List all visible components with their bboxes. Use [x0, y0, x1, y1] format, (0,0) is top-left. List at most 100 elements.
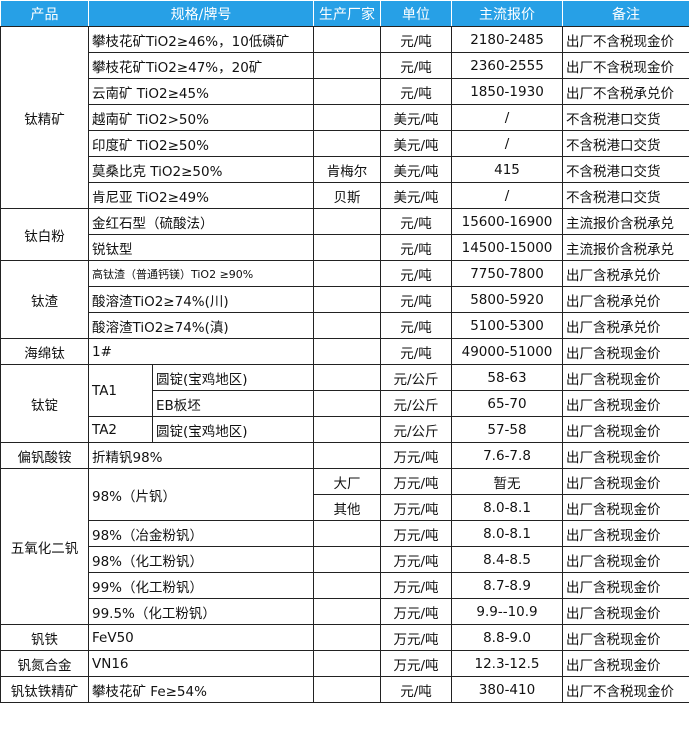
unit-cell: 元/公斤 [380, 390, 452, 417]
product-cell: 钒钛铁精矿 [0, 676, 89, 703]
header-row: 产品 规格/牌号 生产厂家 单位 主流报价 备注 [0, 0, 689, 27]
table-row: 其他 万元/吨 8.0-8.1 出厂含税现金价 [1, 494, 689, 521]
price-cell: 9.9--10.9 [451, 598, 563, 625]
table-row: 云南矿 TiO2≥45% 元/吨 1850-1930 出厂不含税承兑价 [1, 78, 689, 105]
maker-cell [313, 416, 381, 443]
note-cell: 不含税港口交货 [562, 156, 689, 183]
sub-spec-cell: EB板坯 [152, 390, 314, 417]
note-cell: 主流报价含税承兑 [562, 208, 689, 235]
unit-cell: 元/吨 [380, 78, 452, 105]
table-row: TA2 圆锭(宝鸡地区) 元/公斤 57-58 出厂含税现金价 [1, 416, 689, 443]
spec-cell: 锐钛型 [88, 234, 314, 261]
maker-cell [313, 26, 381, 53]
maker-cell: 肯梅尔 [313, 156, 381, 183]
price-cell: 49000-51000 [451, 338, 563, 365]
sub-spec-cell: 圆锭(宝鸡地区) [152, 364, 314, 391]
unit-cell: 万元/吨 [380, 520, 452, 547]
note-cell: 出厂含税现金价 [562, 494, 689, 521]
header-note: 备注 [562, 0, 689, 27]
table-row: 海绵钛 1# 元/吨 49000-51000 出厂含税现金价 [0, 338, 689, 365]
maker-cell [313, 338, 381, 365]
maker-cell [313, 260, 381, 287]
price-cell: 15600-16900 [451, 208, 563, 235]
price-cell: 暂无 [451, 468, 563, 495]
price-cell: / [451, 130, 563, 157]
spec-cell: TA1 [88, 364, 153, 417]
maker-cell [313, 624, 381, 651]
header-product: 产品 [0, 0, 89, 27]
table-row: 钛精矿 攀枝花矿TiO2≥46%，10低磷矿 元/吨 2180-2485 出厂不含税现金… [0, 26, 689, 209]
note-cell: 主流报价含税承兑 [562, 234, 689, 261]
unit-cell: 美元/吨 [380, 156, 452, 183]
product-cell: 钒铁 [0, 624, 89, 651]
table-row: 肯尼亚 TiO2≥49% 贝斯 美元/吨 / 不含税港口交货 [1, 182, 689, 209]
price-cell: 2180-2485 [451, 26, 563, 53]
note-cell: 出厂含税现金价 [562, 520, 689, 547]
spec-cell: 攀枝花矿TiO2≥46%，10低磷矿 [88, 26, 314, 53]
price-cell: 8.8-9.0 [451, 624, 563, 651]
maker-cell [313, 442, 381, 469]
product-cell: 偏钒酸铵 [0, 442, 89, 469]
maker-cell [313, 52, 381, 79]
maker-cell [313, 676, 381, 703]
table-row: 99.5%（化工粉钒） 万元/吨 9.9--10.9 出厂含税现金价 [1, 598, 689, 625]
unit-cell: 美元/吨 [380, 104, 452, 131]
unit-cell: 美元/吨 [380, 130, 452, 157]
table-row: 攀枝花矿TiO2≥47%，20矿 元/吨 2360-2555 出厂不含税现金价 [1, 52, 689, 79]
spec-cell: 越南矿 TiO2>50% [88, 104, 314, 131]
maker-cell [313, 390, 381, 417]
table-body: 钛精矿 攀枝花矿TiO2≥46%，10低磷矿 元/吨 2180-2485 出厂不含税现金… [0, 26, 689, 703]
note-cell: 出厂含税现金价 [562, 624, 689, 651]
spec-cell: 98%（化工粉钒） [88, 546, 314, 573]
maker-cell [313, 234, 381, 261]
table-row: 98%（冶金粉钒） 万元/吨 8.0-8.1 出厂含税现金价 [1, 520, 689, 547]
product-cell: 钛精矿 [0, 26, 89, 209]
price-cell: 7.6-7.8 [451, 442, 563, 469]
header-maker: 生产厂家 [313, 0, 381, 27]
note-cell: 不含税港口交货 [562, 130, 689, 157]
unit-cell: 万元/吨 [380, 598, 452, 625]
spec-cell: 99%（化工粉钒） [88, 572, 314, 599]
price-cell: 8.0-8.1 [451, 520, 563, 547]
spec-cell: 酸溶渣TiO2≥74%(滇) [88, 312, 314, 339]
spec-cell: FeV50 [88, 624, 314, 651]
note-cell: 出厂不含税现金价 [562, 676, 689, 703]
unit-cell: 元/吨 [380, 260, 452, 287]
table-row: 印度矿 TiO2≥50% 美元/吨 / 不含税港口交货 [1, 130, 689, 157]
table-row: 越南矿 TiO2>50% 美元/吨 / 不含税港口交货 [1, 104, 689, 131]
header-spec: 规格/牌号 [88, 0, 314, 27]
price-cell: 1850-1930 [451, 78, 563, 105]
price-cell: 415 [451, 156, 563, 183]
maker-cell [313, 598, 381, 625]
note-cell: 出厂含税现金价 [562, 572, 689, 599]
maker-cell [313, 650, 381, 677]
table-row: 钛白粉 金红石型（硫酸法） 元/吨 15600-16900 主流报价含税承兑 [0, 208, 689, 261]
unit-cell: 元/吨 [380, 338, 452, 365]
unit-cell: 元/吨 [380, 26, 452, 53]
maker-cell: 大厂 [313, 468, 381, 495]
maker-cell [313, 520, 381, 547]
price-cell: 65-70 [451, 390, 563, 417]
maker-cell [313, 104, 381, 131]
table-row: 偏钒酸铵 折精钒98% 万元/吨 7.6-7.8 出厂含税现金价 [0, 442, 689, 469]
unit-cell: 美元/吨 [380, 182, 452, 209]
unit-cell: 元/公斤 [380, 364, 452, 391]
note-cell: 出厂含税现金价 [562, 442, 689, 469]
table-row: 五氧化二钒 98%（片钒） 大厂 万元/吨 暂无 出厂含税现金价 [0, 468, 689, 625]
table-row: 98%（化工粉钒） 万元/吨 8.4-8.5 出厂含税现金价 [1, 546, 689, 573]
spec-cell: TA2 [88, 416, 153, 443]
note-cell: 出厂含税现金价 [562, 416, 689, 443]
maker-cell [313, 286, 381, 313]
price-cell: 58-63 [451, 364, 563, 391]
note-cell: 出厂不含税承兑价 [562, 78, 689, 105]
maker-cell [313, 312, 381, 339]
note-cell: 出厂含税现金价 [562, 468, 689, 495]
maker-cell: 贝斯 [313, 182, 381, 209]
note-cell: 不含税港口交货 [562, 104, 689, 131]
unit-cell: 元/吨 [380, 286, 452, 313]
note-cell: 出厂含税现金价 [562, 598, 689, 625]
spec-cell: 酸溶渣TiO2≥74%(川) [88, 286, 314, 313]
product-cell: 钛锭 [0, 364, 89, 443]
unit-cell: 元/吨 [380, 208, 452, 235]
maker-cell [313, 208, 381, 235]
